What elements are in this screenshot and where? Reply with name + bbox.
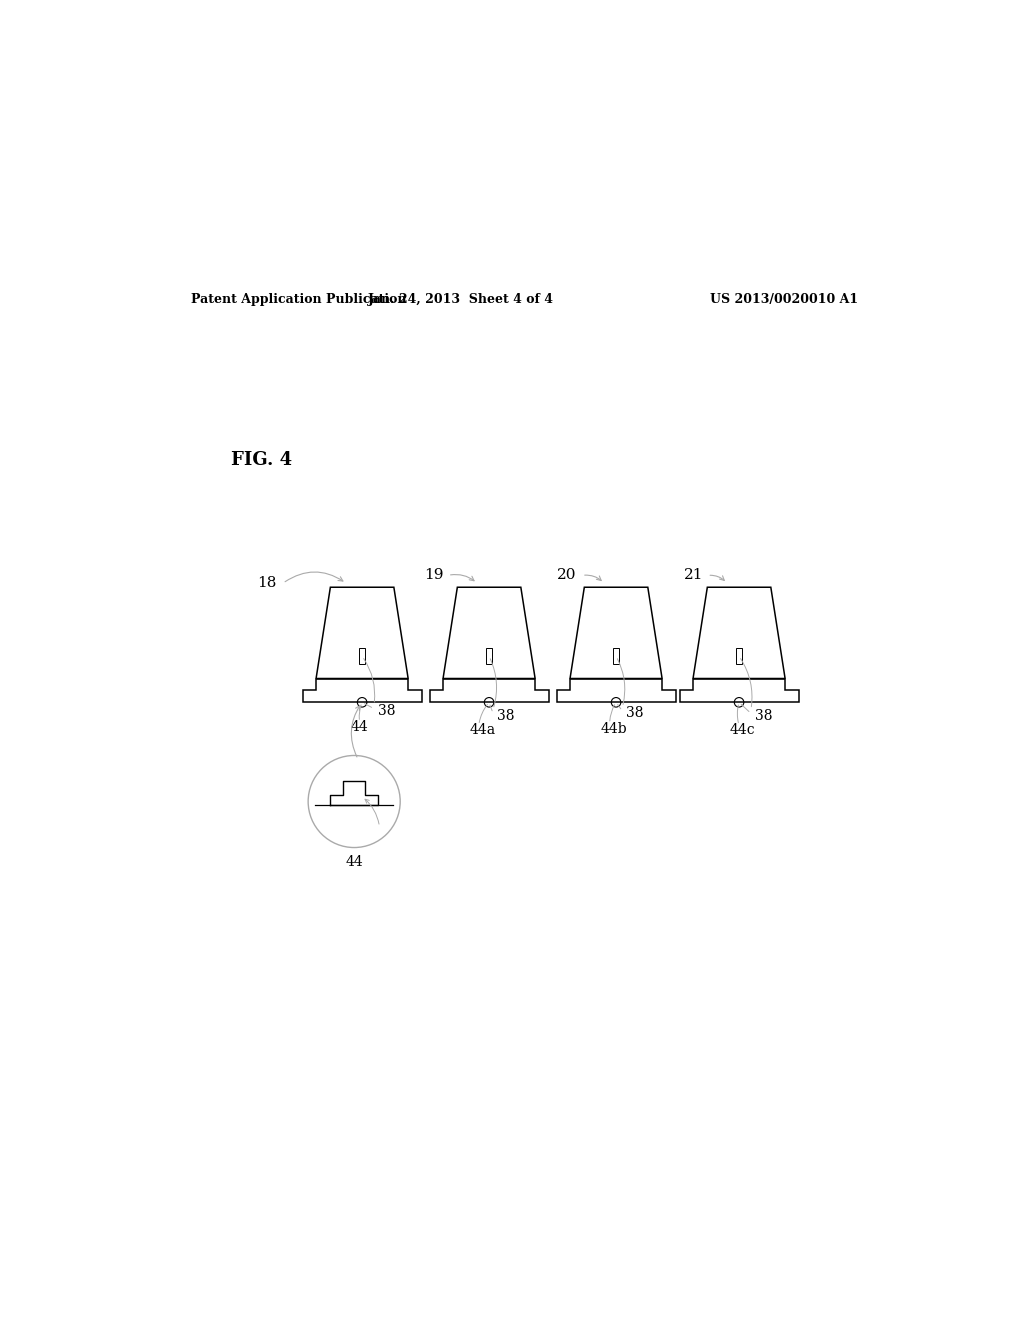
Text: FIG. 4: FIG. 4 — [231, 451, 292, 470]
Text: US 2013/0020010 A1: US 2013/0020010 A1 — [710, 293, 858, 306]
Text: 44: 44 — [345, 855, 364, 869]
Bar — [359, 648, 365, 664]
Text: 44c: 44c — [729, 723, 755, 737]
Text: 38: 38 — [378, 704, 395, 718]
Text: 19: 19 — [424, 569, 443, 582]
Text: 21: 21 — [684, 569, 703, 582]
Text: 38: 38 — [627, 706, 644, 721]
Text: 18: 18 — [257, 577, 276, 590]
Bar — [613, 648, 618, 664]
Text: Patent Application Publication: Patent Application Publication — [191, 293, 407, 306]
Bar — [736, 648, 741, 664]
Text: 20: 20 — [557, 569, 577, 582]
Text: 38: 38 — [755, 709, 772, 723]
Text: 44: 44 — [350, 719, 368, 734]
Bar — [486, 648, 492, 664]
Text: 44b: 44b — [600, 722, 627, 735]
Text: Jan. 24, 2013  Sheet 4 of 4: Jan. 24, 2013 Sheet 4 of 4 — [369, 293, 554, 306]
Text: 44a: 44a — [469, 723, 496, 737]
Text: 38: 38 — [497, 709, 514, 723]
